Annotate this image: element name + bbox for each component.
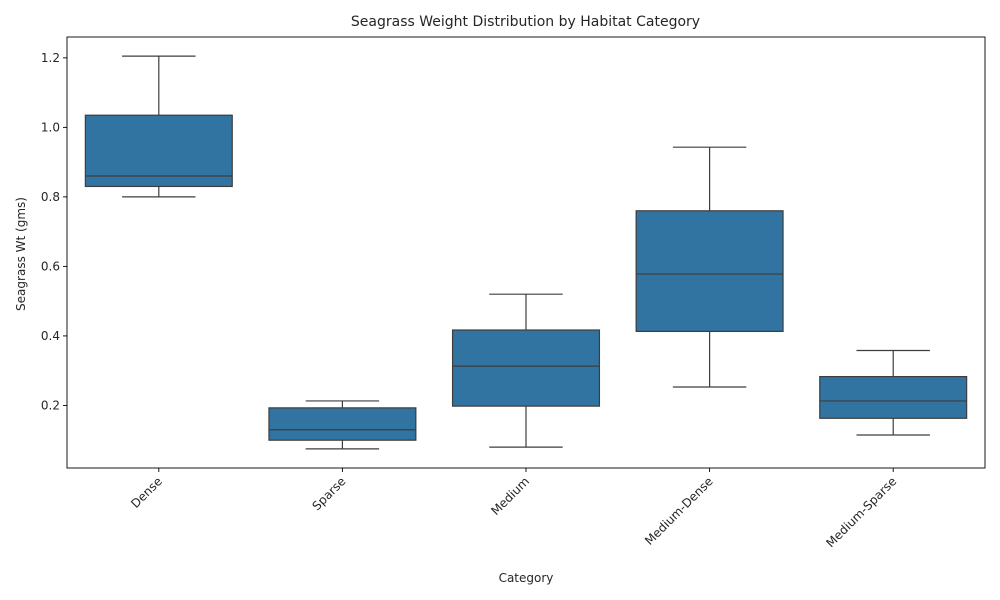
box-sparse bbox=[268, 400, 417, 450]
iqr-box bbox=[451, 329, 601, 407]
iqr-box bbox=[819, 375, 968, 419]
x-axis-label: Category bbox=[499, 571, 554, 585]
box-medium-dense bbox=[635, 146, 784, 388]
plot-area bbox=[66, 36, 986, 469]
box-medium bbox=[451, 293, 601, 448]
chart-title: Seagrass Weight Distribution by Habitat … bbox=[351, 14, 700, 30]
y-tick-label: 1.2 bbox=[41, 51, 60, 65]
box-medium-sparse bbox=[819, 349, 968, 436]
iqr-box bbox=[635, 210, 784, 333]
iqr-box bbox=[268, 407, 417, 441]
y-tick-label: 0.6 bbox=[41, 259, 60, 273]
y-tick-label: 1.0 bbox=[41, 120, 60, 134]
y-tick-label: 0.2 bbox=[41, 398, 60, 412]
y-tick-label: 0.4 bbox=[41, 329, 60, 343]
iqr-box bbox=[84, 114, 233, 188]
y-tick-label: 0.8 bbox=[41, 190, 60, 204]
y-axis-label: Seagrass Wt (gms) bbox=[14, 197, 28, 311]
box-dense bbox=[84, 55, 233, 198]
y-axis: 0.2 0.4 0.6 0.8 1.0 1.2 bbox=[41, 51, 67, 412]
